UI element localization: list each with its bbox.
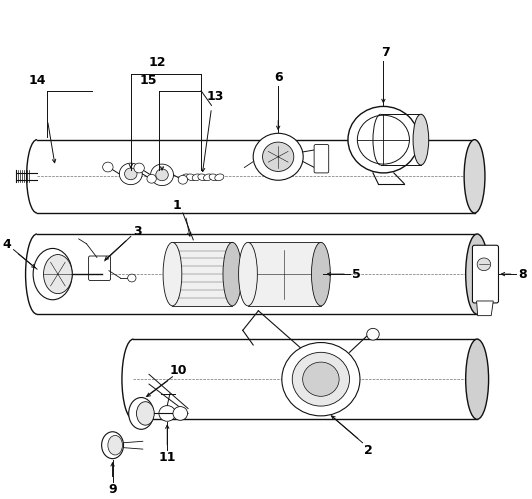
Ellipse shape (33, 249, 72, 300)
Circle shape (128, 274, 136, 282)
Ellipse shape (192, 174, 201, 181)
Ellipse shape (129, 398, 154, 429)
Ellipse shape (466, 339, 488, 419)
Text: 10: 10 (170, 364, 187, 377)
Text: 3: 3 (132, 225, 142, 238)
Text: 2: 2 (364, 444, 373, 457)
Polygon shape (477, 301, 493, 316)
FancyBboxPatch shape (472, 245, 498, 303)
Text: 8: 8 (519, 267, 527, 280)
Ellipse shape (187, 174, 196, 181)
Text: 6: 6 (274, 70, 282, 84)
Ellipse shape (466, 234, 488, 314)
Circle shape (159, 406, 176, 421)
Circle shape (348, 106, 419, 173)
Text: 13: 13 (207, 90, 225, 103)
Circle shape (263, 142, 294, 172)
Ellipse shape (198, 174, 207, 181)
Text: 12: 12 (148, 56, 165, 69)
Ellipse shape (163, 243, 182, 306)
Circle shape (156, 169, 168, 181)
Ellipse shape (223, 243, 242, 306)
Ellipse shape (312, 243, 330, 306)
Circle shape (477, 258, 491, 270)
Text: 14: 14 (28, 73, 46, 86)
Circle shape (178, 175, 188, 184)
Polygon shape (37, 234, 477, 314)
Text: 9: 9 (108, 483, 117, 496)
Ellipse shape (181, 174, 190, 181)
Polygon shape (172, 243, 232, 306)
Text: 11: 11 (159, 451, 176, 464)
Circle shape (253, 133, 303, 180)
Polygon shape (37, 140, 475, 213)
Circle shape (282, 342, 360, 416)
Circle shape (134, 163, 144, 173)
Ellipse shape (209, 174, 218, 181)
Ellipse shape (44, 254, 72, 293)
Circle shape (103, 162, 113, 172)
Circle shape (147, 174, 156, 183)
Ellipse shape (238, 243, 257, 306)
Circle shape (303, 362, 339, 396)
Text: 5: 5 (352, 267, 361, 280)
Polygon shape (381, 114, 421, 165)
Ellipse shape (464, 140, 485, 213)
Ellipse shape (203, 174, 213, 181)
Ellipse shape (215, 174, 224, 181)
Ellipse shape (102, 432, 123, 459)
Text: 15: 15 (139, 74, 157, 87)
Circle shape (173, 407, 188, 420)
Polygon shape (248, 243, 321, 306)
FancyBboxPatch shape (89, 256, 111, 280)
Text: 1: 1 (172, 199, 181, 212)
Circle shape (124, 168, 137, 180)
Ellipse shape (108, 436, 122, 455)
Circle shape (151, 164, 173, 186)
Ellipse shape (413, 114, 429, 165)
Circle shape (367, 328, 379, 340)
Text: 7: 7 (381, 46, 390, 59)
Circle shape (119, 163, 142, 185)
Circle shape (292, 352, 350, 406)
Text: 4: 4 (3, 238, 11, 251)
Ellipse shape (137, 402, 154, 425)
Polygon shape (134, 339, 477, 419)
FancyBboxPatch shape (314, 145, 329, 173)
Circle shape (358, 115, 410, 164)
